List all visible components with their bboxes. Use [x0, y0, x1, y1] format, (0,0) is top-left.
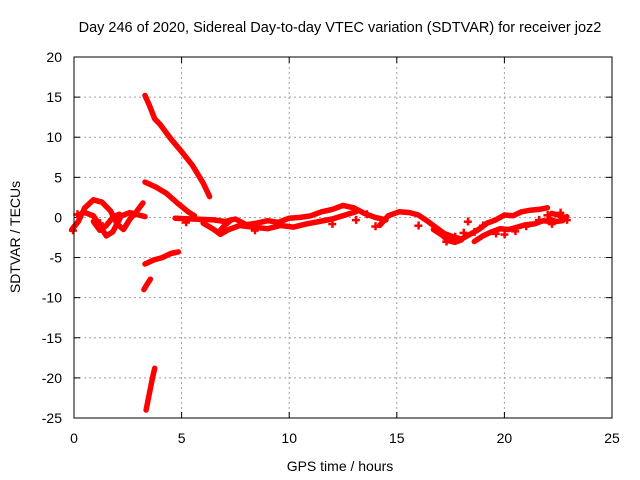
- data-point: [511, 227, 520, 236]
- data-point: [328, 219, 337, 228]
- data-point: [547, 219, 556, 228]
- plot-area: [68, 92, 571, 413]
- data-point: [414, 221, 423, 230]
- y-tick-label: -10: [42, 290, 62, 306]
- x-axis-label: GPS time / hours: [287, 458, 394, 474]
- data-point: [470, 227, 479, 236]
- x-tick-label: 0: [70, 430, 78, 446]
- series-arc-high-descending: [142, 92, 213, 200]
- series-arc-neg8: [141, 276, 154, 293]
- y-axis-label: SDTVAR / TECUs: [7, 181, 23, 293]
- data-point: [250, 226, 259, 235]
- data-point: [351, 215, 360, 224]
- data-point: [463, 217, 472, 226]
- data-point: [562, 215, 571, 224]
- y-tick-label: -20: [42, 370, 62, 386]
- chart-title: Day 246 of 2020, Sidereal Day-to-day VTE…: [79, 20, 602, 36]
- y-tick-label: -15: [42, 330, 62, 346]
- series-arc-rising-steep: [143, 365, 158, 413]
- series-arc-early-b: [75, 209, 148, 239]
- axis-ticks: 0 5 10 15 20 25 -25 -20 -15 -10 -5 0 5 10 15 20: [42, 49, 620, 446]
- data-point: [534, 215, 543, 224]
- data-point: [95, 219, 104, 228]
- x-tick-label: 10: [281, 430, 297, 446]
- data-point: [491, 229, 500, 238]
- series-arc-15h: [376, 205, 551, 242]
- series-arc-22h-b: [548, 210, 568, 221]
- data-point: [459, 228, 468, 237]
- data-point: [73, 210, 82, 219]
- data-point: [371, 222, 380, 231]
- series-arc-4-descending: [142, 179, 198, 219]
- x-tick-label: 20: [497, 430, 513, 446]
- y-tick-label: 15: [46, 89, 62, 105]
- data-point: [478, 221, 487, 230]
- data-point: [181, 218, 190, 227]
- series-arc-main-lower: [200, 209, 359, 238]
- x-tick-label: 25: [604, 430, 620, 446]
- plot-frame: [73, 56, 613, 419]
- data-point: [362, 210, 371, 219]
- series-arc-main: [172, 202, 389, 228]
- data-point: [543, 211, 552, 220]
- y-tick-label: -25: [42, 410, 62, 426]
- data-point: [500, 230, 509, 239]
- series-arc-main-steep: [217, 217, 234, 234]
- data-point: [450, 232, 459, 241]
- y-tick-label: 10: [46, 129, 62, 145]
- x-tick-label: 15: [389, 430, 405, 446]
- x-tick-label: 5: [178, 430, 186, 446]
- data-point: [556, 208, 565, 217]
- grid: [74, 57, 612, 418]
- y-tick-label: 20: [46, 49, 62, 65]
- y-tick-label: -5: [50, 250, 63, 266]
- data-point: [521, 222, 530, 231]
- series-arc-neg5: [142, 249, 182, 267]
- series-arc-early-c: [90, 211, 122, 234]
- data-point: [442, 237, 451, 246]
- y-tick-label: 0: [54, 209, 62, 225]
- data-point: [68, 226, 77, 235]
- y-tick-label: 5: [54, 169, 62, 185]
